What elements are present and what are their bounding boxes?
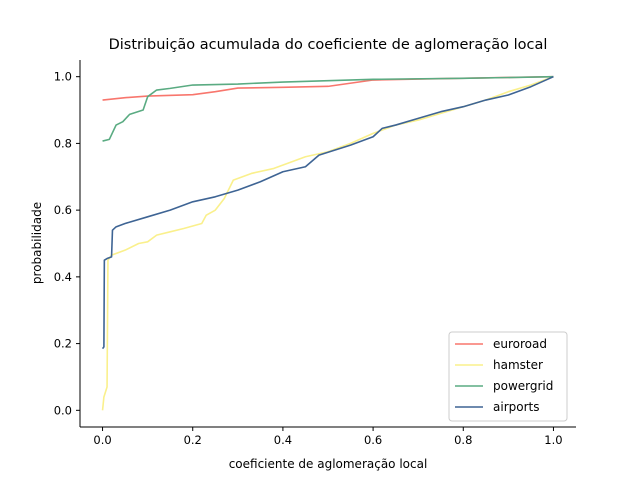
legend-label-powergrid: powergrid [493,379,553,393]
plot-area [101,75,554,411]
legend-box [448,331,568,422]
y-tick-label: 0.8 [54,136,72,150]
axes [79,60,576,428]
x-axis-label: coeficiente de aglomeração local [229,457,428,471]
legend: euroroad hamster powergrid airports [448,331,568,422]
legend-label-euroroad: euroroad [493,337,547,351]
x-tick-label: 1.0 [544,433,562,447]
legend-label-hamster: hamster [493,358,543,372]
y-tick-label: 0.2 [54,337,72,351]
series-line-hamster [101,75,554,411]
chart-title: Distribuição acumulada do coeficiente de… [109,37,548,53]
y-tick-label: 1.0 [54,70,72,84]
y-tick-label: 0.6 [54,203,72,217]
x-tick-label: 0.0 [93,433,111,447]
y-tick-label: 0.0 [54,403,72,417]
legend-label-airports: airports [493,400,539,414]
x-tick-label: 0.8 [454,433,472,447]
y-axis-label: probabilidade [30,202,44,284]
ticks: 0.0 0.2 0.4 0.6 0.8 1.0 0.0 0.2 0.4 0.6 0.8 1.0 [54,70,563,447]
series-line-airports [101,75,554,350]
y-tick-label: 0.4 [54,270,72,284]
x-tick-label: 0.6 [364,433,382,447]
x-tick-label: 0.2 [184,433,202,447]
series-line-powergrid [102,75,554,142]
x-tick-label: 0.4 [274,433,292,447]
